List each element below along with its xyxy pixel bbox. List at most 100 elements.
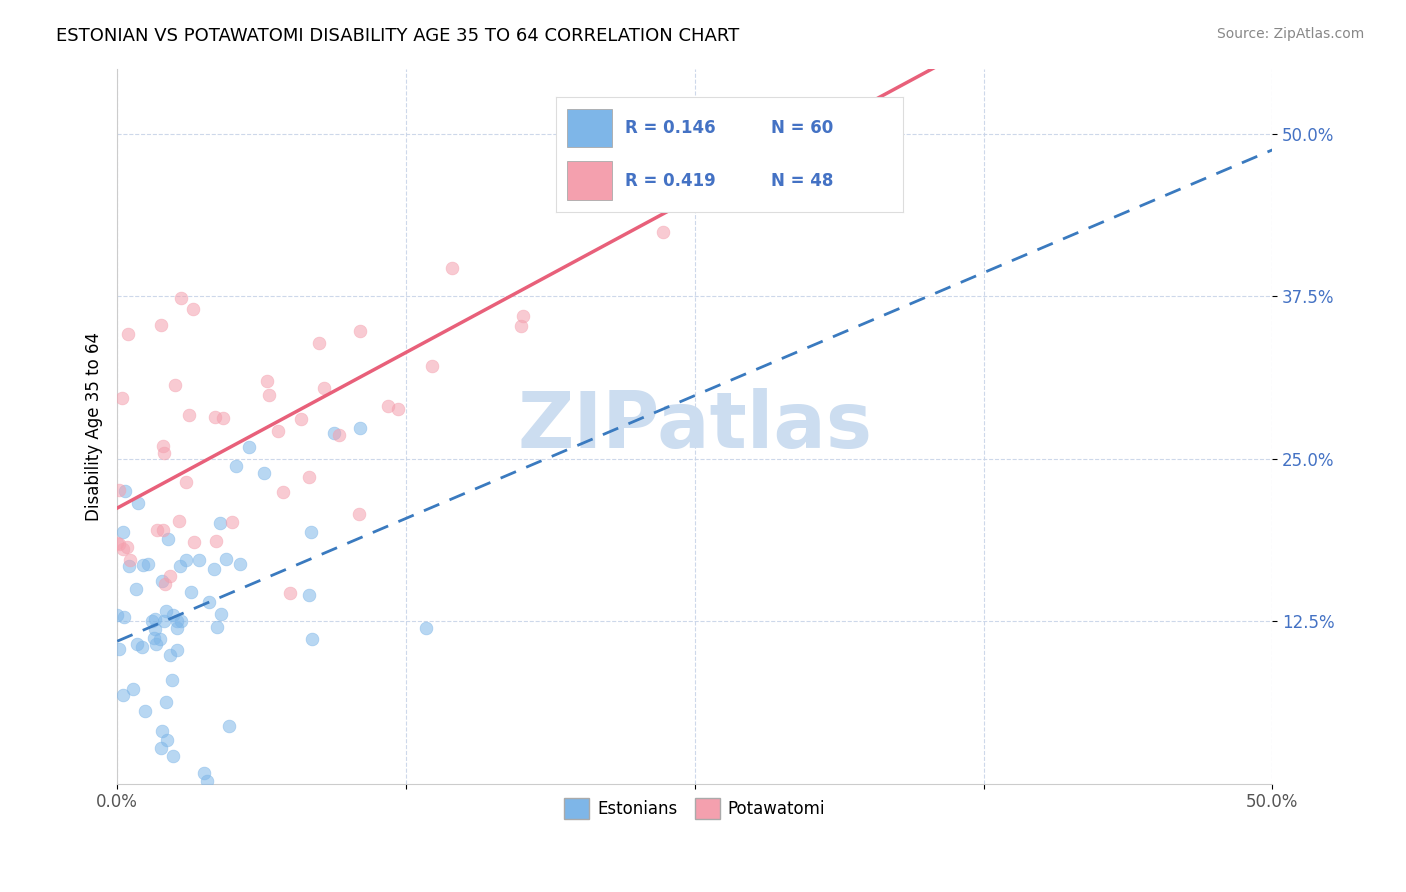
Point (125, 582, 148, 596)
Point (111, 391, 134, 405)
Point (132, 558, 155, 573)
Point (155, 604, 177, 618)
Point (169, 514, 191, 528)
Point (290, 411, 312, 425)
Point (349, 421, 371, 435)
Legend: Estonians, Potawatomi: Estonians, Potawatomi (558, 792, 832, 825)
Point (387, 401, 409, 416)
Point (308, 335, 330, 350)
Point (212, 411, 235, 425)
Point (278, 586, 301, 600)
Point (166, 643, 188, 657)
Point (440, 261, 463, 276)
Point (322, 425, 344, 440)
Point (257, 388, 280, 402)
Point (118, 559, 141, 574)
Point (118, 552, 141, 566)
Point (108, 642, 131, 657)
Point (143, 631, 166, 645)
Text: ESTONIAN VS POTAWATOMI DISABILITY AGE 35 TO 64 CORRELATION CHART: ESTONIAN VS POTAWATOMI DISABILITY AGE 35… (56, 27, 740, 45)
Point (221, 516, 243, 530)
Point (187, 553, 209, 567)
Point (415, 621, 437, 635)
Point (166, 614, 188, 628)
Point (420, 359, 443, 373)
Point (146, 523, 169, 537)
Point (152, 439, 174, 453)
Point (115, 540, 138, 554)
Point (114, 483, 136, 498)
Point (107, 537, 129, 551)
Point (105, 608, 128, 623)
Point (328, 428, 350, 442)
Point (160, 673, 183, 687)
Point (131, 640, 153, 655)
Point (145, 636, 167, 650)
Point (256, 374, 278, 388)
Point (204, 410, 226, 425)
Point (299, 524, 322, 539)
Point (298, 588, 321, 602)
Point (651, 225, 673, 239)
Point (149, 632, 172, 646)
Point (134, 704, 156, 718)
Point (143, 611, 166, 625)
Point (107, 483, 129, 497)
Point (159, 648, 181, 662)
Point (117, 326, 139, 341)
Point (163, 378, 186, 392)
Point (198, 595, 221, 609)
Point (347, 507, 370, 521)
Point (512, 309, 534, 323)
Point (238, 441, 260, 455)
Point (152, 523, 174, 537)
Point (112, 525, 135, 540)
Point (193, 766, 215, 780)
Point (150, 724, 173, 739)
Point (208, 516, 231, 530)
Point (225, 458, 247, 473)
Point (111, 688, 134, 702)
Point (153, 614, 176, 628)
Point (169, 558, 191, 573)
Point (169, 291, 191, 305)
Point (180, 585, 202, 599)
Point (122, 682, 145, 697)
Point (301, 632, 323, 647)
Point (298, 470, 321, 484)
Point (610, 126, 633, 140)
Point (195, 774, 218, 789)
Point (588, 182, 610, 196)
Point (155, 695, 177, 709)
Point (205, 533, 228, 548)
Point (105, 535, 128, 549)
Point (209, 607, 232, 622)
Point (510, 318, 533, 333)
Point (377, 399, 399, 413)
Point (162, 607, 184, 622)
Point (271, 485, 294, 500)
Point (228, 557, 250, 571)
Point (159, 569, 181, 583)
Point (112, 610, 135, 624)
Point (149, 741, 172, 756)
Point (166, 622, 188, 636)
Point (218, 719, 240, 733)
Point (153, 576, 176, 591)
Text: Source: ZipAtlas.com: Source: ZipAtlas.com (1216, 27, 1364, 41)
Text: ZIPatlas: ZIPatlas (517, 388, 872, 464)
Point (183, 535, 205, 549)
Point (127, 496, 149, 510)
Point (170, 614, 193, 628)
Point (181, 302, 204, 317)
Point (202, 562, 225, 576)
Point (205, 620, 228, 634)
Point (349, 324, 371, 338)
Point (174, 553, 197, 567)
Point (156, 733, 179, 747)
Point (253, 467, 276, 481)
Point (215, 552, 238, 566)
Point (688, 142, 710, 156)
Point (150, 574, 173, 588)
Point (153, 445, 176, 459)
